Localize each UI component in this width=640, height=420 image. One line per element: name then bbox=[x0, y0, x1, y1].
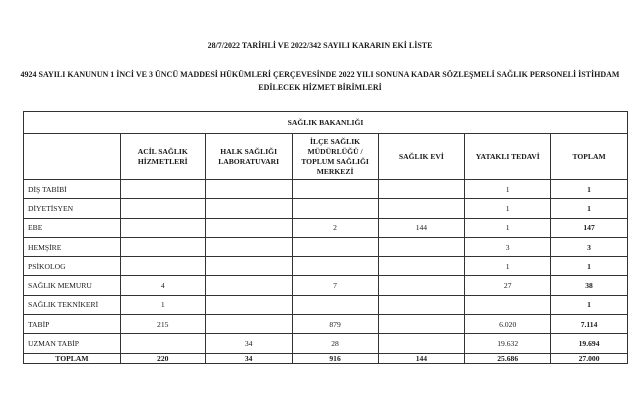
total-cell: 27.000 bbox=[550, 352, 628, 364]
table-row: SAĞLIK TEKNİKERİ 1 1 bbox=[23, 294, 628, 316]
table-cell: 1 bbox=[464, 256, 552, 277]
table-cell bbox=[377, 198, 466, 219]
row-label: EBE bbox=[23, 217, 121, 238]
table-cell bbox=[377, 236, 466, 258]
total-cell: 220 bbox=[119, 352, 206, 364]
table-cell: 1 bbox=[464, 198, 552, 219]
table-cell bbox=[119, 256, 206, 277]
row-label: TABİP bbox=[23, 314, 121, 335]
ministry-header: SAĞLIK BAKANLIĞI bbox=[23, 111, 628, 134]
table-cell bbox=[291, 256, 379, 277]
table-cell bbox=[204, 256, 293, 277]
table-cell bbox=[119, 217, 206, 238]
total-cell: 144 bbox=[377, 352, 466, 364]
table-cell bbox=[119, 333, 206, 354]
personnel-table: SAĞLIK BAKANLIĞI ACİL SAĞLIK HİZMETLERİ H… bbox=[23, 111, 628, 364]
table-cell bbox=[291, 236, 379, 258]
table-cell bbox=[119, 236, 206, 258]
column-header: HALK SAĞLIĞI LABORATUVARI bbox=[204, 133, 293, 180]
row-total-cell: 1 bbox=[550, 294, 628, 316]
column-header: SAĞLIK EVİ bbox=[377, 133, 466, 180]
table-cell bbox=[204, 217, 293, 238]
document-subtitle: 4924 SAYILI KANUNUN 1 İNCİ VE 3 ÜNCÜ MAD… bbox=[10, 68, 630, 94]
table-cell: 28 bbox=[291, 333, 379, 354]
table-row: HEMŞİRE 3 3 bbox=[23, 236, 628, 258]
table-cell: 27 bbox=[464, 275, 552, 296]
table-cell: 215 bbox=[119, 314, 206, 335]
row-total-cell: 147 bbox=[550, 217, 628, 238]
table-cell bbox=[377, 275, 466, 296]
table-cell bbox=[464, 294, 552, 316]
table-row: DİŞ TABİBİ 1 1 bbox=[23, 178, 628, 200]
row-total-cell: 1 bbox=[550, 178, 628, 200]
table-row: DİYETİSYEN 1 1 bbox=[23, 198, 628, 219]
table-cell bbox=[119, 178, 206, 200]
table-cell bbox=[291, 198, 379, 219]
table-cell bbox=[377, 333, 466, 354]
table-cell: 7 bbox=[291, 275, 379, 296]
table-cell bbox=[377, 294, 466, 316]
table-cell: 879 bbox=[291, 314, 379, 335]
total-cell: 25.686 bbox=[464, 352, 552, 364]
row-label: UZMAN TABİP bbox=[23, 333, 121, 354]
total-row: TOPLAM 220 34 916 144 25.686 27.000 bbox=[23, 352, 628, 364]
document-title: 28/7/2022 TARİHLİ VE 2022/342 SAYILI KAR… bbox=[207, 41, 433, 50]
table-cell: 34 bbox=[204, 333, 293, 354]
table-cell bbox=[204, 178, 293, 200]
table-row: UZMAN TABİP 34 28 19.632 19.694 bbox=[23, 333, 628, 354]
row-label: PSİKOLOG bbox=[23, 256, 121, 277]
row-label: HEMŞİRE bbox=[23, 236, 121, 258]
row-label: DİŞ TABİBİ bbox=[23, 178, 121, 200]
table-cell: 1 bbox=[464, 217, 552, 238]
table-cell bbox=[377, 314, 466, 335]
row-total-cell: 38 bbox=[550, 275, 628, 296]
table-cell bbox=[204, 314, 293, 335]
row-total-cell: 1 bbox=[550, 198, 628, 219]
column-header: İLÇE SAĞLIK MÜDÜRLÜĞÜ / TOPLUM SAĞLIĞI M… bbox=[291, 133, 379, 180]
table-cell bbox=[204, 275, 293, 296]
row-label: SAĞLIK MEMURU bbox=[23, 275, 121, 296]
column-header: TOPLAM bbox=[550, 133, 628, 180]
column-header: ACİL SAĞLIK HİZMETLERİ bbox=[119, 133, 206, 180]
table-cell bbox=[204, 198, 293, 219]
total-cell: 34 bbox=[204, 352, 293, 364]
table-row: PSİKOLOG 1 1 bbox=[23, 256, 628, 277]
total-label: TOPLAM bbox=[23, 352, 121, 364]
table-cell: 1 bbox=[119, 294, 206, 316]
row-label: SAĞLIK TEKNİKERİ bbox=[23, 294, 121, 316]
table-cell bbox=[119, 198, 206, 219]
total-cell: 916 bbox=[291, 352, 379, 364]
table-cell: 6.020 bbox=[464, 314, 552, 335]
subtitle-line-2: EDİLECEK HİZMET BİRİMLERİ bbox=[258, 83, 382, 92]
table-cell bbox=[377, 256, 466, 277]
row-label: DİYETİSYEN bbox=[23, 198, 121, 219]
table-cell: 3 bbox=[464, 236, 552, 258]
table-cell bbox=[291, 294, 379, 316]
table-cell bbox=[377, 178, 466, 200]
table-row: SAĞLIK MEMURU 4 7 27 38 bbox=[23, 275, 628, 296]
row-total-cell: 19.694 bbox=[550, 333, 628, 354]
table-row: EBE 2 144 1 147 bbox=[23, 217, 628, 238]
row-total-cell: 7.114 bbox=[550, 314, 628, 335]
table-row: TABİP 215 879 6.020 7.114 bbox=[23, 314, 628, 335]
table-cell bbox=[204, 294, 293, 316]
table-cell: 4 bbox=[119, 275, 206, 296]
table-cell: 2 bbox=[291, 217, 379, 238]
column-header bbox=[23, 133, 121, 180]
table-cell bbox=[291, 178, 379, 200]
table-cell bbox=[204, 236, 293, 258]
table-cell: 19.632 bbox=[464, 333, 552, 354]
column-header: YATAKLI TEDAVİ bbox=[464, 133, 552, 180]
row-total-cell: 3 bbox=[550, 236, 628, 258]
subtitle-line-1: 4924 SAYILI KANUNUN 1 İNCİ VE 3 ÜNCÜ MAD… bbox=[20, 70, 620, 79]
row-total-cell: 1 bbox=[550, 256, 628, 277]
table-cell: 1 bbox=[464, 178, 552, 200]
table-cell: 144 bbox=[377, 217, 466, 238]
